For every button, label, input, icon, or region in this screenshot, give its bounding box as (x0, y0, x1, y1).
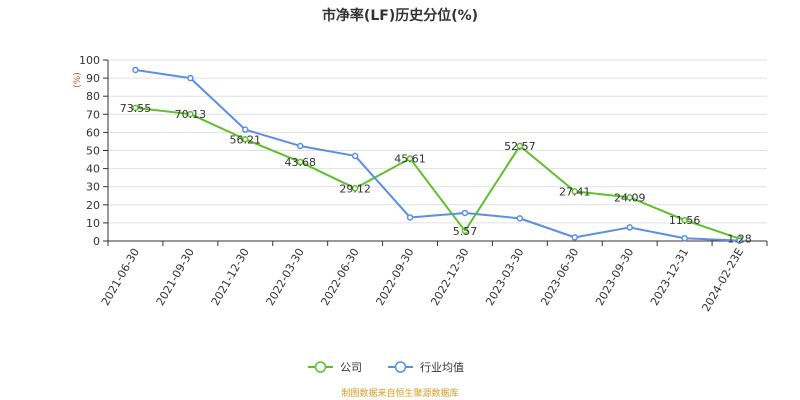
data-point (406, 155, 414, 162)
data-label: 11.56 (669, 214, 701, 227)
data-point (351, 152, 359, 160)
x-tick-label: 2023-03-30 (483, 246, 526, 308)
data-label: 73.55 (120, 102, 152, 115)
x-tick-label: 2021-06-30 (99, 246, 142, 308)
x-tick-label: 2023-12-31 (648, 246, 691, 308)
footer-source-note: 制图数据来自恒生聚源数据库 (341, 387, 458, 399)
y-axis-unit-label: (%) (73, 72, 83, 88)
y-tick-label: 80 (86, 90, 100, 103)
data-point (132, 66, 139, 74)
y-tick-label: 20 (86, 199, 100, 212)
x-tick-label: 2023-09-30 (593, 246, 636, 308)
series-line (135, 106, 740, 240)
data-point (187, 74, 194, 82)
data-point (516, 142, 524, 150)
data-point (626, 194, 633, 201)
x-tick-label: 2024-02-23E (699, 246, 746, 314)
x-tick-label: 2022-06-30 (318, 246, 361, 308)
legend-label: 公司 (340, 361, 362, 374)
y-tick-label: 10 (86, 217, 100, 230)
x-tick-label: 2022-03-30 (264, 246, 307, 308)
y-tick-label: 50 (86, 145, 100, 158)
x-tick-label: 2023-06-30 (538, 246, 581, 308)
data-label: 1.28 (727, 233, 752, 246)
data-label: 5.57 (453, 225, 478, 238)
data-label-layer: 73.55 70.13 56.21 43.68 29.12 45.61 5.57 52.57 2… (120, 102, 752, 246)
data-point (351, 185, 359, 192)
chart-title: 市净率(LF)历史分位(%) (322, 7, 478, 24)
legend-item[interactable]: 公司 (308, 361, 362, 374)
data-label: 27.41 (559, 185, 591, 198)
data-point (242, 136, 249, 143)
data-point (296, 142, 304, 150)
y-tick-label: 60 (86, 126, 100, 139)
data-label: 56.21 (230, 133, 262, 146)
x-tick-label: 2021-12-30 (209, 246, 252, 308)
legend-marker-icon (394, 361, 407, 373)
data-point (571, 188, 579, 195)
legend-item[interactable]: 行业均值 (388, 361, 464, 374)
data-point (461, 227, 469, 235)
data-point (242, 126, 249, 133)
x-tick-label: 2022-09-30 (373, 246, 416, 308)
data-point (736, 237, 743, 244)
data-point (681, 216, 688, 224)
series-line (135, 68, 740, 242)
y-tick-label: 70 (86, 108, 100, 121)
y-tick-label: 100 (79, 54, 100, 67)
data-point (461, 209, 469, 217)
legend-marker-icon (314, 361, 327, 373)
data-point (626, 224, 633, 231)
legend[interactable]: 公司 行业均值 (308, 361, 464, 374)
data-point (132, 104, 139, 112)
x-tick-label: 2021-09-30 (154, 246, 197, 308)
data-point (296, 158, 304, 166)
y-tick-label: 90 (86, 72, 100, 85)
data-point (516, 215, 524, 222)
y-tick-label: 40 (86, 163, 100, 176)
data-point (571, 234, 579, 241)
data-label: 43.68 (284, 156, 316, 169)
legend-label: 行业均值 (420, 361, 464, 374)
data-point (406, 214, 414, 221)
data-label: 52.57 (504, 140, 536, 153)
x-tick-label: 2022-12-30 (428, 246, 471, 308)
data-label: 45.61 (394, 152, 426, 165)
axis-layer: 0 10 20 30 40 50 60 70 80 90 100 2021-06-30 2021-09-… (79, 54, 768, 314)
data-label: 70.13 (175, 108, 207, 121)
data-point (187, 110, 194, 118)
data-label: 24.09 (614, 191, 646, 204)
data-label: 29.12 (339, 182, 371, 195)
series-layer (132, 66, 743, 244)
data-point (681, 235, 688, 242)
grid-layer (108, 59, 767, 224)
y-tick-label: 0 (93, 235, 100, 248)
y-tick-label: 30 (86, 181, 100, 194)
